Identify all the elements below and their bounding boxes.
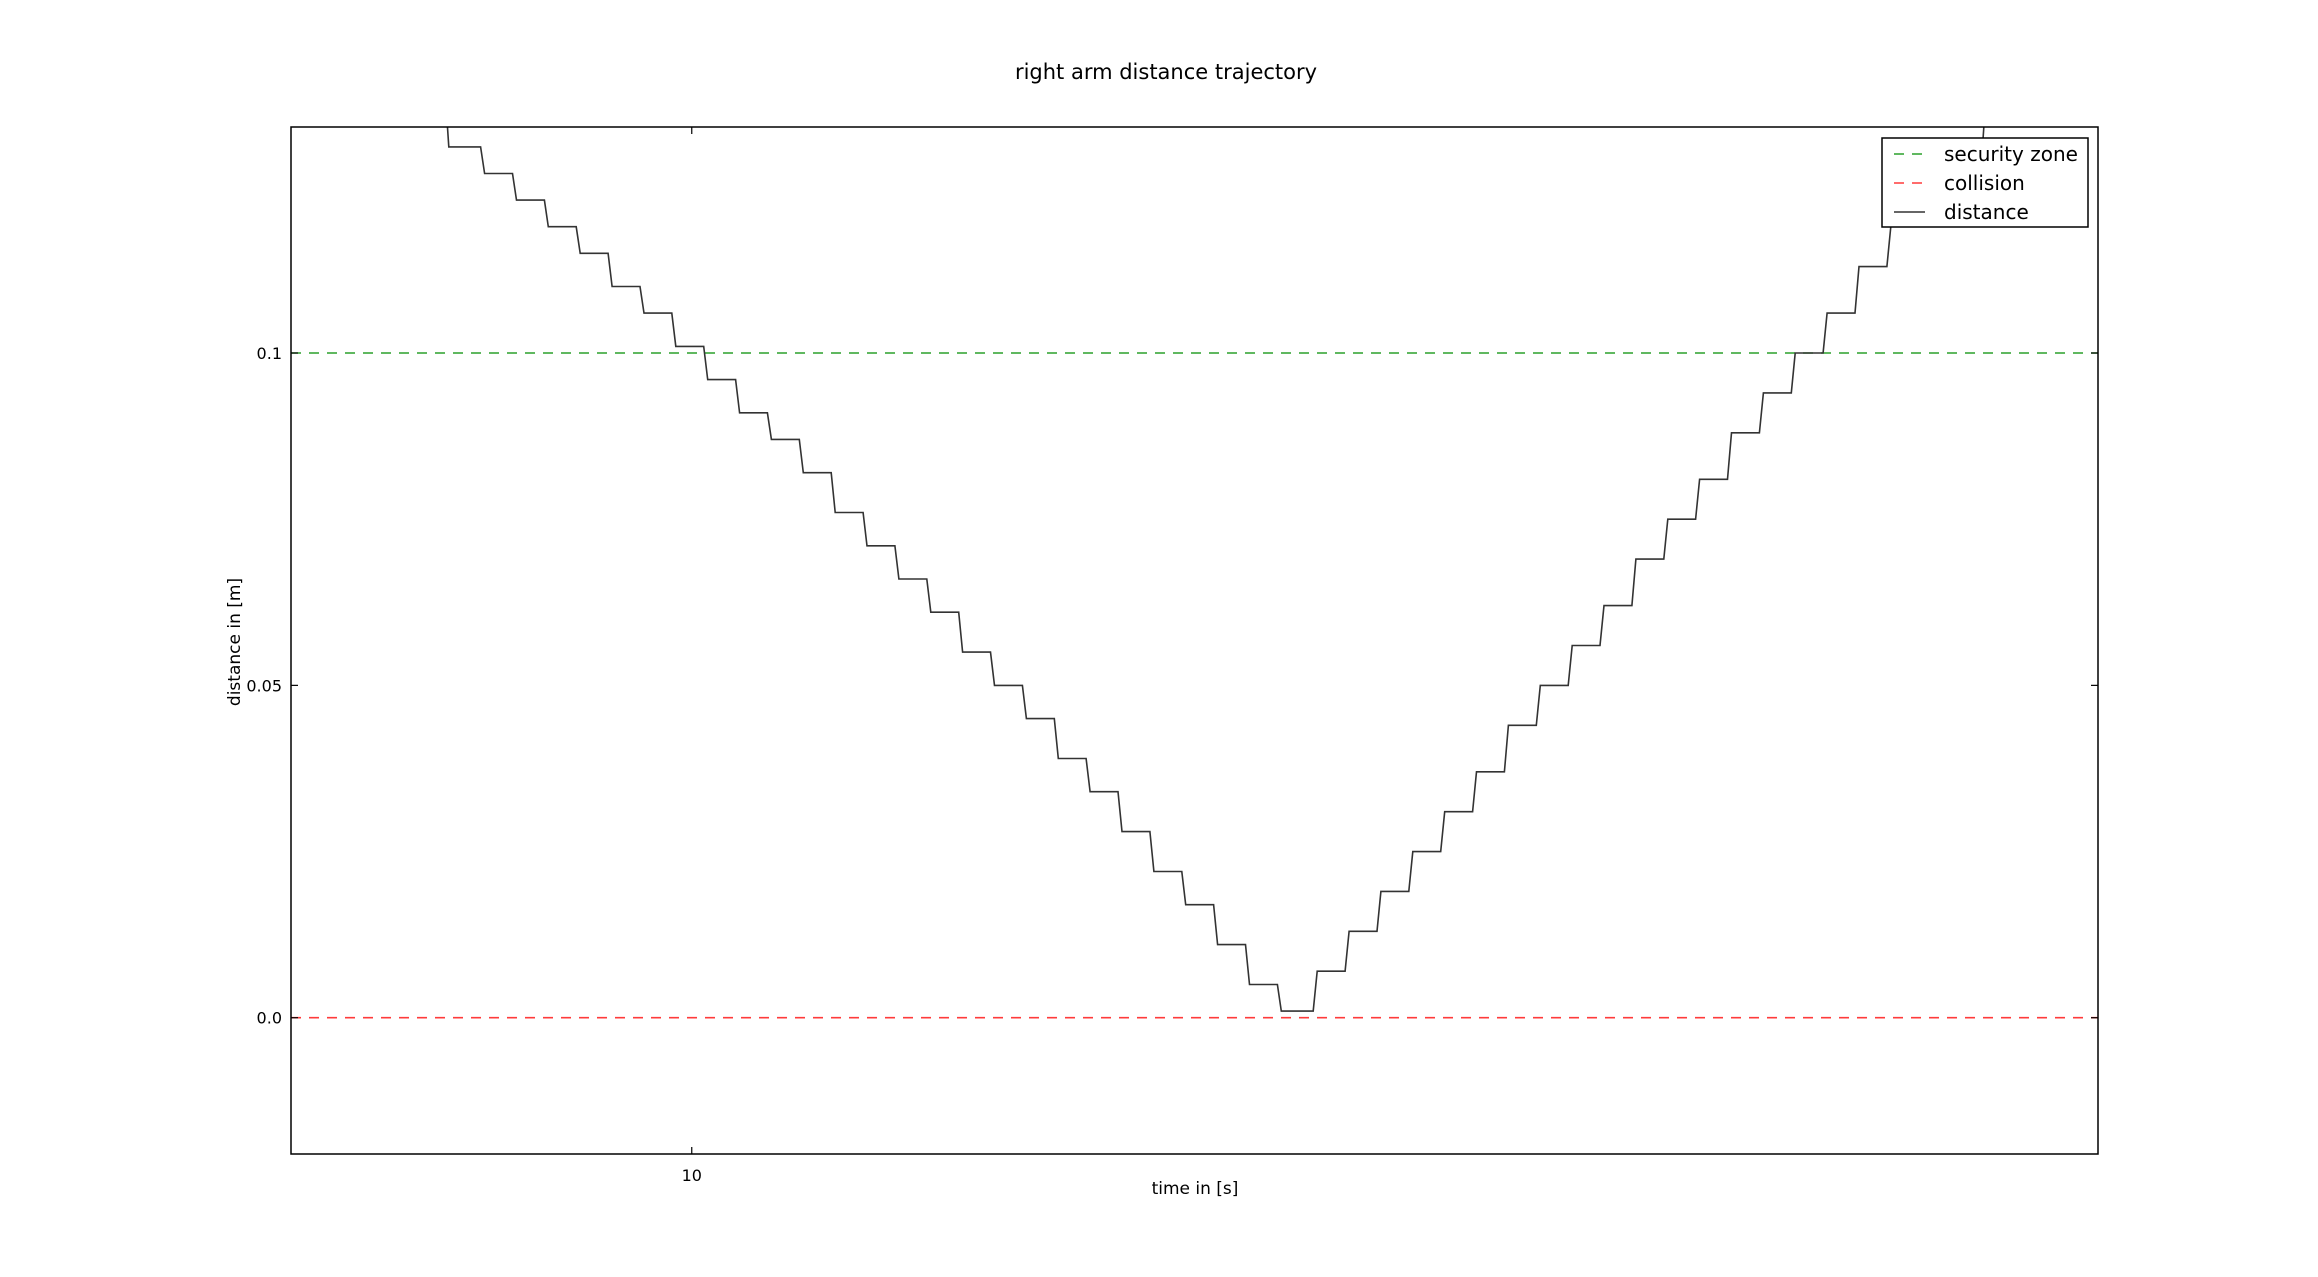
x-axis-label: time in [s]: [1152, 1179, 1239, 1199]
tick-layer: 0.0 0.05 0.1 10: [246, 127, 2098, 1185]
series-layer: [291, 127, 2098, 1019]
y-tick-label: 0.05: [246, 676, 282, 695]
legend-label-distance: distance: [1944, 200, 2029, 224]
legend-label-security-zone: security zone: [1944, 142, 2078, 166]
series-line-distance: [446, 127, 1985, 1012]
legend-label-collision: collision: [1944, 171, 2025, 195]
y-tick-label: 0.1: [257, 344, 282, 363]
y-axis-label: distance in [m]: [225, 578, 245, 706]
plot-frame: [290, 126, 2099, 1155]
chart-title: right arm distance trajectory: [1015, 60, 1317, 84]
legend: security zone collision distance: [1881, 137, 2089, 228]
y-tick-label: 0.0: [257, 1009, 282, 1028]
x-tick-label: 10: [682, 1166, 702, 1185]
